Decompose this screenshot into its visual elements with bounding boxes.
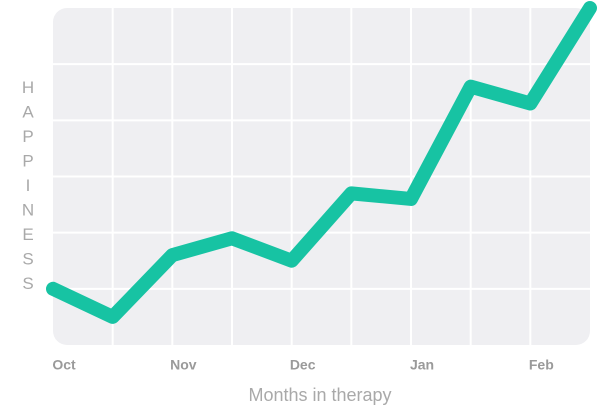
x-tick-label: Nov	[170, 357, 197, 373]
x-tick-label: Feb	[529, 357, 554, 373]
x-axis-title: Months in therapy	[248, 385, 391, 405]
x-tick-label: Oct	[52, 357, 76, 373]
x-tick-label: Jan	[410, 357, 434, 373]
data-line	[46, 1, 597, 324]
y-axis-title: HAPPINESS	[19, 78, 38, 299]
x-tick-label: Dec	[290, 357, 316, 373]
